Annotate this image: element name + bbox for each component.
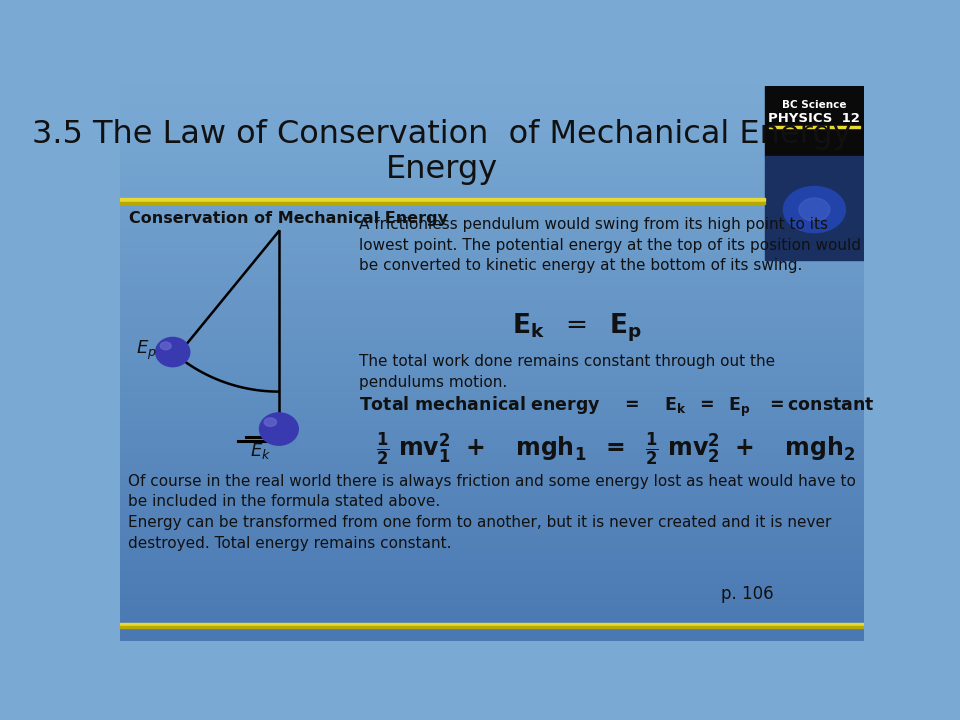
Bar (769, 127, 860, 128)
Bar (120, 623, 864, 626)
Bar (765, 156, 864, 260)
Text: $E_p$: $E_p$ (135, 339, 156, 362)
Text: $\bf{Total\ mechanical\ energy}$    $\bf{=}$    $\bf{E_k}$  $\bf{=}$  $\bf{E_p}$: $\bf{Total\ mechanical\ energy}$ $\bf{=}… (359, 395, 875, 418)
Text: The total work done remains constant through out the
pendulums motion.: The total work done remains constant thr… (359, 354, 775, 390)
Bar (120, 202, 765, 204)
Text: Of course in the real world there is always friction and some energy lost as hea: Of course in the real world there is alw… (128, 474, 855, 509)
Text: PHYSICS  12: PHYSICS 12 (768, 112, 860, 125)
Text: $\mathbf{\frac{1}{2}\ mv_1^2}$  $\mathbf{+}$    $\mathbf{mgh_1}$  $\mathbf{=}$  : $\mathbf{\frac{1}{2}\ mv_1^2}$ $\mathbf{… (375, 431, 855, 468)
Ellipse shape (259, 413, 299, 445)
Text: Conservation of Mechanical Energy: Conservation of Mechanical Energy (130, 211, 448, 226)
Ellipse shape (160, 342, 171, 350)
Ellipse shape (799, 198, 829, 221)
Text: Energy: Energy (386, 154, 497, 185)
Text: p. 106: p. 106 (721, 585, 773, 603)
Text: Energy can be transformed from one form to another, but it is never created and : Energy can be transformed from one form … (128, 516, 831, 551)
Bar (765, 86, 864, 156)
Ellipse shape (264, 418, 276, 426)
Text: BC Science: BC Science (782, 100, 847, 110)
Ellipse shape (783, 186, 846, 233)
Text: A frictionless pendulum would swing from its high point to its
lowest point. The: A frictionless pendulum would swing from… (359, 217, 861, 273)
Bar (120, 198, 765, 201)
Text: $\bf{E_k}$  $=$  $\bf{E_p}$: $\bf{E_k}$ $=$ $\bf{E_p}$ (513, 312, 642, 344)
Text: 3.5 The Law of Conservation  of Mechanical Energy: 3.5 The Law of Conservation of Mechanica… (32, 119, 852, 150)
Bar (120, 626, 864, 628)
Text: $E_k$: $E_k$ (251, 441, 272, 461)
Ellipse shape (156, 338, 190, 366)
